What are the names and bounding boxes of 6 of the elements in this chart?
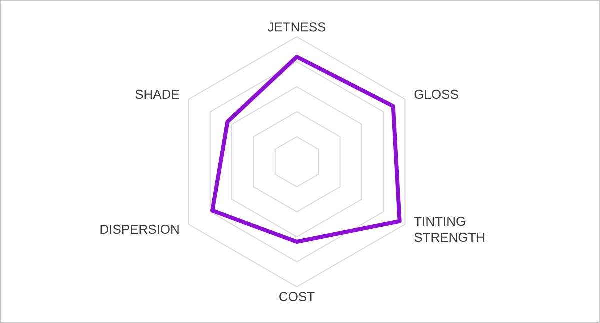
spoke-label: SHADE	[136, 90, 180, 100]
spoke-label: JETNESS	[268, 22, 326, 32]
spoke-label: DISPERSION	[100, 224, 179, 234]
spoke-label: COST	[280, 292, 315, 302]
spoke-label: TINTING STRENGTH	[414, 216, 485, 242]
spoke-label: GLOSS	[414, 90, 458, 100]
